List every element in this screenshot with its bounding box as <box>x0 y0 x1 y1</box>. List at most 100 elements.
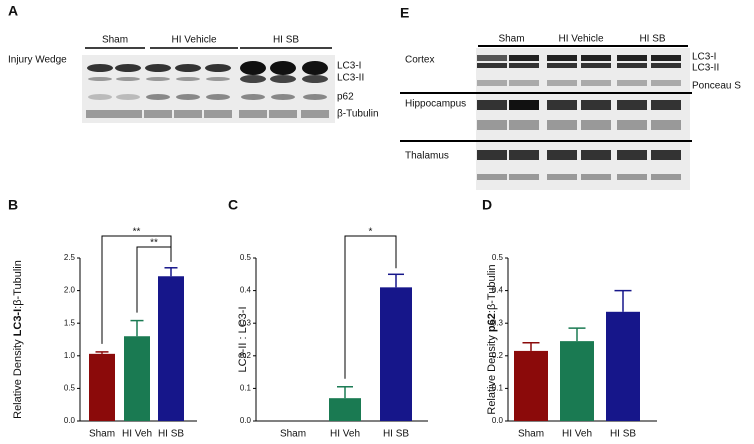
group-label: HI SB <box>273 35 299 46</box>
blot-background <box>476 48 690 190</box>
blot-band <box>547 100 577 110</box>
blot-band <box>617 63 647 68</box>
blot-title: Injury Wedge <box>8 55 67 66</box>
band-label: LC3-I <box>337 61 361 72</box>
blot-band <box>174 110 202 118</box>
y-axis-label-part: Relative Density <box>486 332 498 415</box>
error-bar <box>614 289 632 312</box>
band-label: p62 <box>337 92 354 103</box>
y-tick-label: 1.0 <box>64 351 76 360</box>
y-tick-label: 0.0 <box>64 416 76 425</box>
blot-band <box>116 77 140 81</box>
region-label: Cortex <box>405 55 434 66</box>
blot-band <box>509 63 539 68</box>
bar <box>380 287 412 421</box>
blot-band <box>114 110 142 118</box>
panel-letter: C <box>228 197 238 213</box>
blot-band <box>581 150 611 160</box>
y-tick-label: 0.3 <box>492 318 504 327</box>
blot-band <box>581 120 611 130</box>
blot-band <box>270 75 296 83</box>
y-tick-label: 0.2 <box>240 351 252 360</box>
region-label: Thalamus <box>405 151 449 162</box>
bar <box>124 336 150 421</box>
x-tick-label: HI SB <box>158 429 184 440</box>
y-tick-label: 0.4 <box>492 286 504 295</box>
blot-band <box>651 63 681 68</box>
significance-label: ** <box>133 227 141 238</box>
bar <box>329 398 361 421</box>
group-label: Sham <box>498 34 524 45</box>
error-bar <box>164 267 178 277</box>
blot-band <box>509 55 539 61</box>
blot-band <box>146 77 170 81</box>
blot-band <box>477 63 507 68</box>
y-axis-label-part: p62 <box>486 313 498 332</box>
blot-band <box>651 174 681 180</box>
y-axis-label-part: Relative Density <box>12 336 24 419</box>
y-axis-label-part: LC3-I <box>12 309 24 337</box>
blot-band <box>547 80 577 86</box>
group-label: Sham <box>102 35 128 46</box>
blot-band <box>270 61 296 75</box>
region-label: Hippocampus <box>405 99 466 110</box>
blot-band <box>477 150 507 160</box>
blot-band <box>239 110 267 118</box>
y-tick-label: 0.5 <box>64 384 76 393</box>
blot-band <box>87 64 113 72</box>
blot-band <box>175 64 201 72</box>
x-tick-label: HI Veh <box>562 429 592 440</box>
x-tick-label: Sham <box>518 429 544 440</box>
blot-band <box>302 61 328 75</box>
blot-band <box>581 100 611 110</box>
panel-letter: E <box>400 5 409 21</box>
blot-band <box>547 55 577 61</box>
blot-band <box>146 94 170 100</box>
y-axis-label-part: :β-Tubulin <box>12 260 24 309</box>
x-tick-label: HI Veh <box>122 429 152 440</box>
y-tick-label: 1.5 <box>64 318 76 327</box>
blot-band <box>477 100 507 110</box>
blot-band <box>617 80 647 86</box>
blot-band <box>581 174 611 180</box>
error-bar <box>568 327 586 342</box>
panel-letter: A <box>8 3 18 19</box>
y-tick-label: 2.0 <box>64 286 76 295</box>
band-label: LC3-I <box>692 52 716 63</box>
band-label: LC3-II <box>692 63 719 74</box>
y-axis-label-part: :β-Tubulin <box>486 264 498 313</box>
blot-band <box>88 94 112 100</box>
y-tick-label: 0.5 <box>240 253 252 262</box>
blot-band <box>509 174 539 180</box>
blot-band <box>581 63 611 68</box>
bar <box>514 350 548 421</box>
y-tick-label: 0.1 <box>240 384 252 393</box>
blot-band <box>581 80 611 86</box>
y-axis-label: Relative Density p62:β-Tubulin <box>486 264 498 414</box>
blot-band <box>547 150 577 160</box>
band-label: β-Tubulin <box>337 109 379 120</box>
blot-band <box>509 150 539 160</box>
blot-band <box>240 75 266 83</box>
x-tick-label: HI Veh <box>330 429 360 440</box>
y-tick-label: 0.5 <box>492 253 504 262</box>
y-axis-label: LC3-II : LC3-I <box>237 306 249 372</box>
x-tick-label: HI SB <box>610 429 636 440</box>
bar <box>606 311 640 421</box>
significance-bracket <box>344 235 397 379</box>
blot-band <box>651 100 681 110</box>
blot-band <box>477 120 507 130</box>
blot-band <box>509 80 539 86</box>
panel-letter: B <box>8 197 18 213</box>
error-bar <box>130 319 144 337</box>
y-tick-label: 0.4 <box>240 286 252 295</box>
blot-band <box>617 120 647 130</box>
y-tick-label: 0.0 <box>240 416 252 425</box>
blot-band <box>617 100 647 110</box>
blot-band <box>581 55 611 61</box>
blot-band <box>651 120 681 130</box>
y-axis-label: Relative Density LC3-I:β-Tubulin <box>12 260 24 419</box>
blot-band <box>651 150 681 160</box>
blot-band <box>509 120 539 130</box>
